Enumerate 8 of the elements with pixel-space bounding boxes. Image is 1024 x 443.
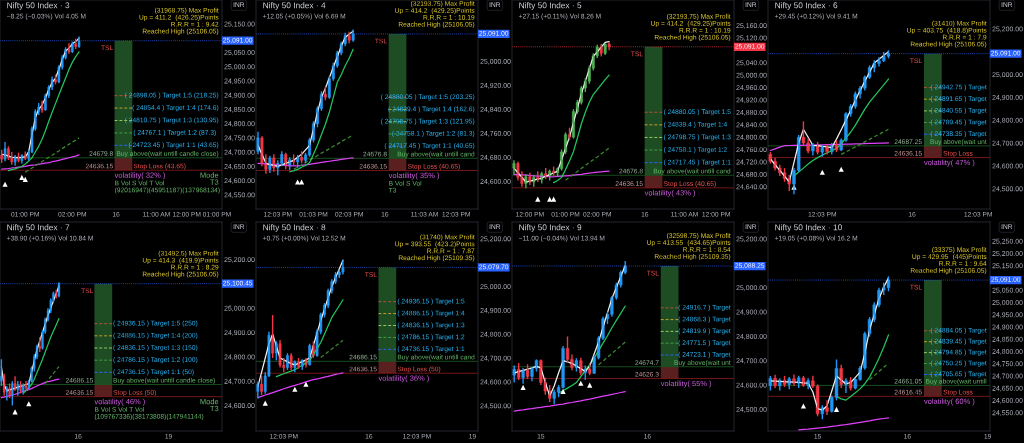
chart-title: Nifty 50 Index · 10	[775, 224, 842, 232]
chart-title: Nifty 50 Index · 7	[7, 224, 70, 232]
chart-title: Nifty 50 Index · 6	[775, 2, 838, 10]
chart-title: Nifty 50 Index · 3	[7, 2, 70, 10]
chart-title: Nifty 50 Index · 5	[519, 2, 582, 10]
chart-title: Nifty 50 Index · 4	[263, 2, 326, 10]
chart-title: Nifty 50 Index · 8	[263, 224, 326, 232]
chart-title: Nifty 50 Index · 9	[519, 224, 582, 232]
